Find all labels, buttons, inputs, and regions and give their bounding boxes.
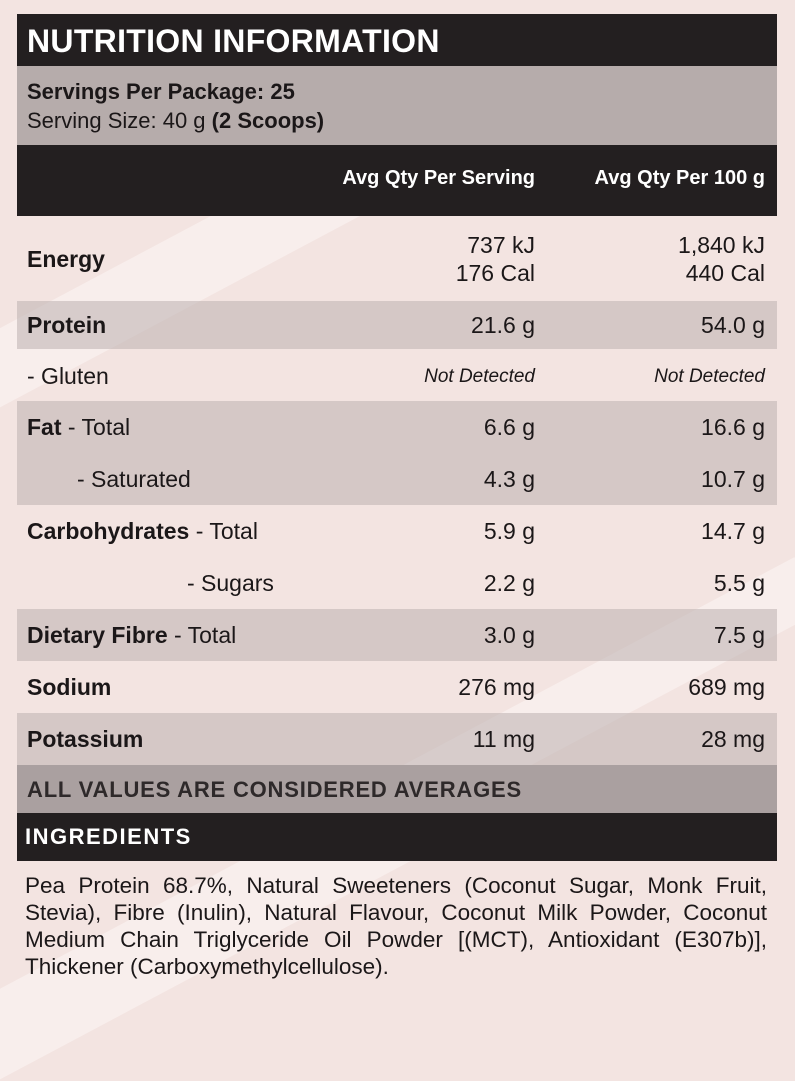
value-per-100g: 14.7 g [701, 518, 765, 544]
serving-size-text: Serving Size: 40 g [27, 108, 212, 133]
averages-note: ALL VALUES ARE CONSIDERED AVERAGES [27, 777, 522, 802]
nutrient-label: - Sugars [187, 570, 274, 596]
value-per-serving: 5.9 g [483, 518, 535, 544]
value-per-serving: 21.6 g [471, 312, 535, 338]
nutrient-row-sugars: - Sugars 2.2 g 5.5 g [17, 557, 777, 609]
nutrient-label: Protein [27, 312, 107, 338]
value-per-100g: 7.5 g [713, 622, 765, 648]
nutrient-row-energy: Energy 737 kJ 176 Cal 1,840 kJ 440 Cal [17, 216, 777, 301]
nutrient-row-dietary-fibre: Dietary Fibre - Total 3.0 g 7.5 g [17, 609, 777, 661]
nutrient-label: Potassium [27, 726, 144, 752]
nutrient-row-potassium: Potassium 11 mg 28 mg [17, 713, 777, 765]
value-per-100g: 28 mg [701, 726, 765, 752]
value-per-serving: 11 mg [472, 726, 535, 752]
value-per-100g: 16.6 g [701, 414, 765, 440]
nutrient-row-sodium: Sodium 276 mg 689 mg [17, 661, 777, 713]
nutrient-row-fat-total: Fat - Total 6.6 g 16.6 g - Saturated 4.3… [17, 401, 777, 505]
nutrient-row-protein: Protein 21.6 g 54.0 g [17, 301, 777, 349]
servings-section: Servings Per Package: 25 Serving Size: 4… [17, 66, 777, 145]
column-header-per-serving: Avg Qty Per Serving [342, 167, 535, 189]
nutrient-label: - Gluten [27, 363, 109, 389]
value-per-serving: 4.3 g [483, 466, 535, 492]
value-per-100g: 5.5 g [713, 570, 765, 596]
ingredients-text: Pea Protein 68.7%, Natural Sweeteners (C… [25, 873, 767, 979]
title-bar: NUTRITION INFORMATION [17, 14, 777, 66]
serving-size: Serving Size: 40 g (2 Scoops) [27, 108, 324, 134]
nutrient-label: Dietary Fibre - Total [27, 622, 237, 648]
value-per-serving: 737 kJ 176 Cal [455, 232, 535, 286]
column-header-per-100g: Avg Qty Per 100 g [594, 167, 765, 189]
value-per-serving: 3.0 g [483, 622, 535, 648]
value-per-100g: 1,840 kJ 440 Cal [678, 232, 765, 286]
nutrient-label: Fat - Total [27, 414, 131, 440]
averages-note-bar: ALL VALUES ARE CONSIDERED AVERAGES [17, 765, 777, 813]
ingredients-heading-bar: INGREDIENTS [17, 813, 777, 861]
column-header-bar: Avg Qty Per Serving Avg Qty Per 100 g [17, 145, 777, 216]
value-per-100g: 54.0 g [701, 312, 765, 338]
nutrient-row-gluten: - Gluten Not Detected Not Detected [17, 349, 777, 401]
nutrition-panel: NUTRITION INFORMATION Servings Per Packa… [17, 14, 777, 861]
panel-title: NUTRITION INFORMATION [27, 23, 440, 59]
value-per-serving: 2.2 g [483, 570, 535, 596]
serving-size-scoops: (2 Scoops) [211, 108, 325, 133]
value-per-serving: 276 mg [458, 674, 535, 700]
nutrient-label: Energy [27, 246, 105, 272]
value-per-100g: 10.7 g [701, 466, 765, 492]
value-per-100g: 689 mg [688, 674, 765, 700]
nutrient-label: Carbohydrates - Total [27, 518, 258, 544]
nutrient-label-saturated: - Saturated [77, 466, 191, 492]
nutrient-row-carbohydrates: Carbohydrates - Total 5.9 g 14.7 g [17, 505, 777, 557]
value-per-serving: Not Detected [424, 366, 535, 387]
ingredients-heading: INGREDIENTS [25, 824, 192, 849]
value-per-100g: Not Detected [654, 366, 765, 387]
value-per-serving: 6.6 g [483, 414, 535, 440]
servings-per-package: Servings Per Package: 25 [27, 79, 295, 104]
nutrient-label: Sodium [27, 674, 112, 700]
